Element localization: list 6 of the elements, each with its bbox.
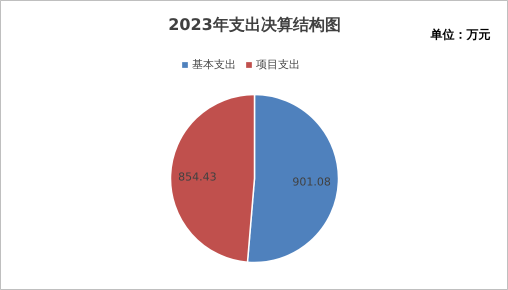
- chart-title: 2023年支出决算结构图: [168, 15, 341, 34]
- data-label: 854.43: [178, 170, 217, 184]
- data-label: 901.08: [292, 175, 331, 188]
- legend-label: 基本支出: [192, 57, 236, 72]
- text: 单位：万元: [430, 28, 490, 42]
- legend-label: 项目支出: [256, 57, 300, 72]
